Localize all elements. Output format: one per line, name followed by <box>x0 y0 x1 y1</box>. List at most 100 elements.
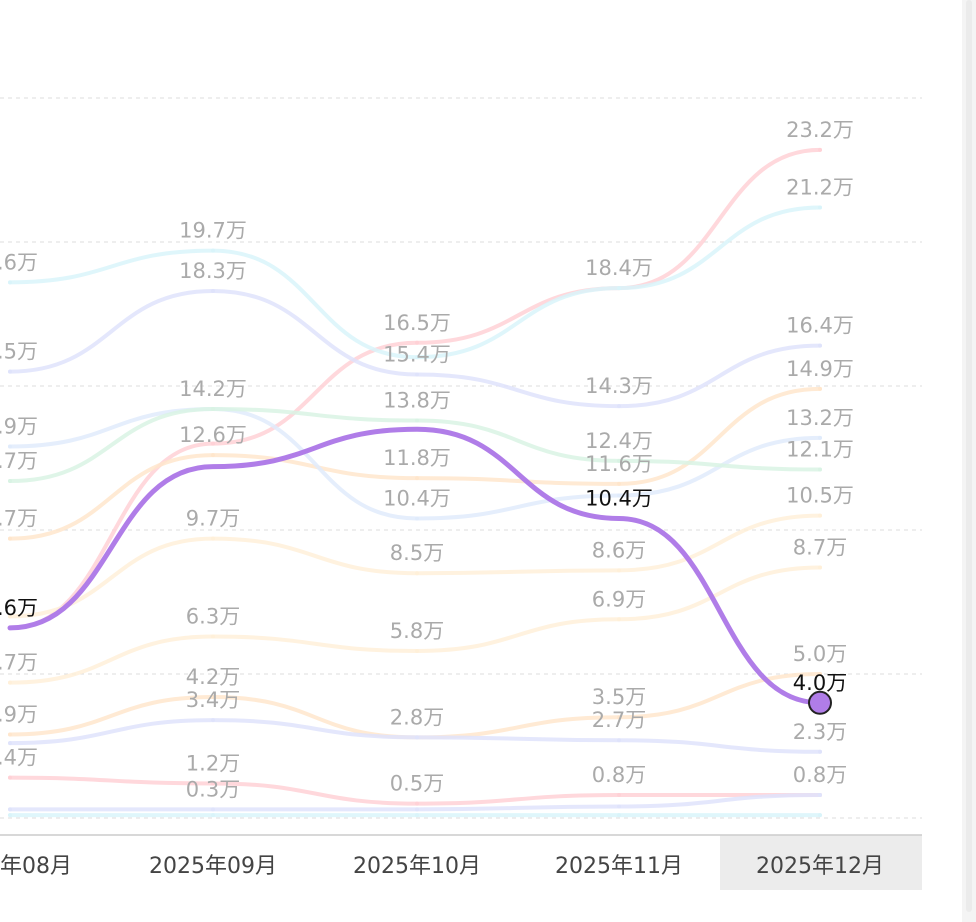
data-labels: 16.5万 18.4万 23.2万 8.6万 19.7万 21.2万 .5万 18.3万 15.… <box>0 118 854 802</box>
data-point[interactable] <box>415 340 419 345</box>
data-point[interactable] <box>8 614 12 619</box>
data-label: 12.6万 <box>179 423 247 447</box>
scrollbar-thumb[interactable] <box>966 0 972 912</box>
series-line-series-8[interactable] <box>8 513 822 619</box>
data-label: .5万 <box>0 340 38 364</box>
data-point[interactable] <box>818 792 822 797</box>
data-point[interactable] <box>617 804 621 809</box>
data-point[interactable] <box>211 441 215 446</box>
data-point[interactable] <box>8 813 12 818</box>
data-point[interactable] <box>211 634 215 639</box>
data-point[interactable] <box>8 741 12 746</box>
data-label: 4.2万 <box>186 665 240 689</box>
selected-point-marker[interactable] <box>808 690 832 715</box>
data-point[interactable] <box>818 513 822 518</box>
data-point[interactable] <box>8 775 12 780</box>
data-point[interactable] <box>617 738 621 743</box>
data-point[interactable] <box>211 718 215 723</box>
data-label: 21.2万 <box>786 175 854 199</box>
data-point[interactable] <box>818 749 822 754</box>
data-label: 4.0万 <box>793 671 847 695</box>
data-point[interactable] <box>617 481 621 486</box>
data-point[interactable] <box>415 813 419 818</box>
data-point[interactable] <box>818 343 822 348</box>
data-point[interactable] <box>211 695 215 700</box>
data-point[interactable] <box>617 617 621 622</box>
data-label: 2.9万 <box>0 414 38 438</box>
data-point[interactable] <box>211 807 215 812</box>
data-point[interactable] <box>617 404 621 409</box>
data-point[interactable] <box>415 516 419 521</box>
data-label: 2.3万 <box>793 720 847 744</box>
data-point[interactable] <box>8 680 12 685</box>
x-axis-labels: 年08月 2025年09月 2025年10月 2025年11月 2025年12月 <box>0 854 884 879</box>
data-point[interactable] <box>415 807 419 812</box>
data-point[interactable] <box>818 435 822 440</box>
data-label: 10.4万 <box>383 486 451 510</box>
data-label: 23.2万 <box>786 118 854 142</box>
data-label: 18.3万 <box>179 259 247 283</box>
data-label: 16.4万 <box>786 314 854 338</box>
x-tick-label[interactable]: 2025年12月 <box>756 854 884 879</box>
data-point[interactable] <box>211 407 215 412</box>
data-point[interactable] <box>8 479 12 484</box>
selected-category-highlight[interactable] <box>720 835 922 890</box>
data-point[interactable] <box>617 458 621 463</box>
data-point[interactable] <box>415 801 419 806</box>
data-point[interactable] <box>8 280 12 285</box>
data-label: 15.4万 <box>383 342 451 366</box>
data-point[interactable] <box>415 735 419 740</box>
x-tick-label[interactable]: 2025年09月 <box>149 854 277 879</box>
data-point[interactable] <box>818 672 822 676</box>
data-point[interactable] <box>8 536 12 541</box>
data-point[interactable] <box>818 147 822 152</box>
data-point[interactable] <box>617 792 621 797</box>
data-label: .7万 <box>0 651 38 675</box>
data-point[interactable] <box>415 418 419 423</box>
data-point[interactable] <box>8 369 12 374</box>
data-point[interactable] <box>617 715 621 720</box>
data-point[interactable] <box>415 571 419 576</box>
x-tick-label[interactable]: 2025年11月 <box>555 854 683 879</box>
x-tick-label[interactable]: 2025年10月 <box>353 854 481 879</box>
data-point[interactable] <box>8 444 12 449</box>
data-point[interactable] <box>211 781 215 786</box>
data-point[interactable] <box>415 355 419 360</box>
data-label: 2.7万 <box>592 708 646 732</box>
data-point[interactable] <box>8 807 12 812</box>
data-point[interactable] <box>8 732 12 737</box>
data-point[interactable] <box>415 476 419 481</box>
data-point[interactable] <box>818 205 822 210</box>
data-point[interactable] <box>617 286 621 291</box>
data-label: .7万 <box>0 507 38 531</box>
data-point[interactable] <box>211 453 215 458</box>
data-label: .7万 <box>0 449 38 473</box>
data-label: 8.7万 <box>793 535 847 559</box>
data-label: 10.4万 <box>585 486 653 510</box>
data-point[interactable] <box>818 467 822 472</box>
data-point[interactable] <box>415 372 419 377</box>
data-label: 11.8万 <box>383 446 451 470</box>
data-label: 3.5万 <box>592 685 646 709</box>
data-label: 0.8万 <box>793 763 847 787</box>
data-point[interactable] <box>211 288 215 293</box>
data-label: 5.8万 <box>390 619 444 643</box>
data-point[interactable] <box>415 648 419 653</box>
data-point[interactable] <box>818 565 822 570</box>
series-line-series-1[interactable] <box>7 426 823 706</box>
data-label: 5.0万 <box>793 642 847 666</box>
data-point[interactable] <box>617 813 621 818</box>
data-point[interactable] <box>617 568 621 573</box>
data-label: 14.9万 <box>786 357 854 381</box>
data-label: 18.4万 <box>585 256 653 280</box>
data-point[interactable] <box>211 536 215 541</box>
data-point[interactable] <box>617 493 621 498</box>
data-point[interactable] <box>818 386 822 391</box>
data-point[interactable] <box>818 813 822 818</box>
data-label: 13.2万 <box>786 406 854 430</box>
data-label: 0.3万 <box>186 777 240 801</box>
x-tick-label[interactable]: 年08月 <box>0 854 72 879</box>
data-point[interactable] <box>211 248 215 253</box>
data-label: 3.4万 <box>186 688 240 712</box>
data-point[interactable] <box>211 813 215 818</box>
